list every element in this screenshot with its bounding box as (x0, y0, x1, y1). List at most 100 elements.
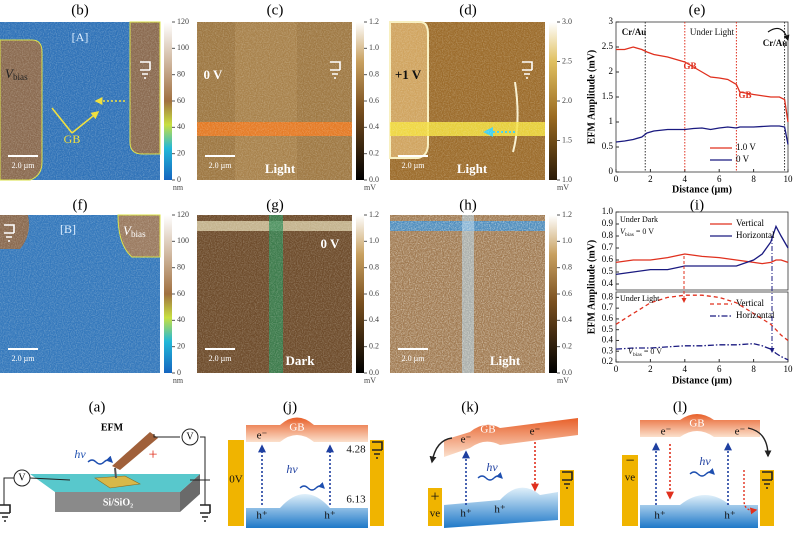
colorbar (356, 215, 364, 373)
colorbar-tick-label: 1.0 (562, 175, 572, 184)
colorbar-tick-label: 1.5 (562, 135, 572, 144)
annotation: GB (738, 90, 751, 100)
text: EFM (101, 422, 124, 433)
text: e⁻ (257, 430, 268, 442)
image-noise (390, 22, 545, 180)
panel-label: (c) (267, 2, 284, 18)
text: h⁺ (256, 510, 268, 522)
x-tick-label: 2 (648, 174, 653, 184)
colorbar (549, 215, 557, 373)
bias-sub: bias (633, 352, 642, 358)
y-tick-label: 0 (609, 166, 614, 176)
photon (689, 468, 715, 477)
cantilever (112, 432, 158, 470)
text: − (625, 453, 634, 470)
y-tick-label: 0.7 (602, 302, 614, 312)
y-tick-label: 0.2 (602, 356, 613, 366)
conduction-band (640, 414, 760, 437)
voltage-label: 0 V (321, 236, 341, 251)
plot-frame (615, 291, 789, 363)
image-noise (0, 22, 160, 180)
voltage-label: 0 V (204, 67, 224, 82)
colorbar-tick-label: 80 (177, 262, 185, 271)
y-axis-label: EFM Amplitude (mV) (586, 240, 597, 334)
ground-symbol (522, 61, 533, 79)
annotation: Under Dark (620, 215, 658, 224)
text: GB (480, 424, 495, 436)
gb-label: GB (64, 132, 81, 146)
panel-label: (g) (266, 197, 284, 213)
y-tick-label: 0.9 (602, 218, 614, 228)
legend-label: Vertical (736, 298, 764, 308)
colorbar (164, 215, 172, 373)
colorbar-tick-label: 100 (177, 43, 189, 52)
colorbar-tick-label: 0 (177, 368, 181, 377)
voltage-label: +1 V (395, 67, 422, 82)
arrow (743, 470, 758, 515)
ground-symbol (0, 504, 11, 522)
bias-rest: = 0 V (634, 227, 654, 236)
y-tick-label: 2.5 (602, 41, 614, 51)
colorbar-tick-label: 80 (177, 69, 185, 78)
y-tick-label: 1 (609, 116, 614, 126)
text: hν (486, 460, 498, 474)
bias-label: Vbias (123, 223, 146, 239)
x-tick-label: 6 (717, 364, 722, 374)
arrow (429, 437, 453, 464)
x-tick-label: 2 (648, 364, 653, 374)
valence-band (246, 494, 368, 528)
electrode (760, 470, 774, 526)
x-axis-label: Distance (µm) (672, 184, 732, 195)
colorbar-tick-label: 0.4 (369, 315, 379, 324)
x-tick-label: 4 (683, 174, 688, 184)
text: h⁺ (324, 510, 336, 522)
colorbar-tick-label: 2.0 (562, 96, 572, 105)
y-tick-label: 0.6 (602, 313, 614, 323)
ground-symbol (200, 504, 211, 522)
colorbar-tick-label: 1.0 (369, 43, 379, 52)
ground-symbol (762, 471, 773, 489)
scale-label: 2.0 µm (402, 354, 426, 363)
text: e⁻ (461, 434, 472, 446)
x-tick-label: 0 (614, 174, 619, 184)
electrode (560, 470, 574, 526)
y-tick-label: 0.8 (602, 291, 614, 301)
text: 0V (229, 474, 243, 486)
colorbar-tick-label: 20 (177, 341, 185, 350)
series-line (615, 294, 789, 342)
panel-label: (b) (71, 2, 89, 18)
image-noise (197, 215, 352, 373)
panel-label: (k) (461, 399, 479, 415)
text: GB (289, 422, 304, 434)
conduction-band (246, 417, 368, 442)
bias-label: Vbias (5, 66, 28, 82)
colorbar-tick-label: 1.2 (369, 210, 379, 219)
colorbar (549, 22, 557, 180)
image-noise (197, 22, 352, 180)
image-noise (390, 215, 545, 373)
colorbar-tick-label: 0.2 (562, 341, 572, 350)
electrode (622, 455, 638, 526)
electrode (228, 440, 244, 526)
colorbar-tick-label: 40 (177, 122, 185, 131)
colorbar-unit: mV (557, 376, 569, 385)
image-noise (0, 215, 160, 373)
colorbar-unit: nm (173, 183, 184, 192)
panel-label: (h) (459, 197, 477, 213)
series-line (615, 343, 789, 361)
colorbar-tick-label: 0.0 (369, 368, 379, 377)
colorbar-tick-label: 20 (177, 148, 185, 157)
colorbar-tick-label: 0.8 (369, 262, 379, 271)
colorbar (164, 22, 172, 180)
bias-sub: bias (13, 72, 28, 82)
plot-frame (615, 211, 789, 291)
panel-label: (a) (89, 399, 106, 415)
legend-label: Vertical (736, 218, 764, 228)
scale-label: 2.0 µm (402, 161, 426, 170)
colorbar (356, 22, 364, 180)
y-tick-label: 0.4 (602, 335, 614, 345)
text: 6.13 (346, 494, 366, 506)
colorbar-tick-label: 60 (177, 289, 185, 298)
tip (114, 467, 117, 479)
